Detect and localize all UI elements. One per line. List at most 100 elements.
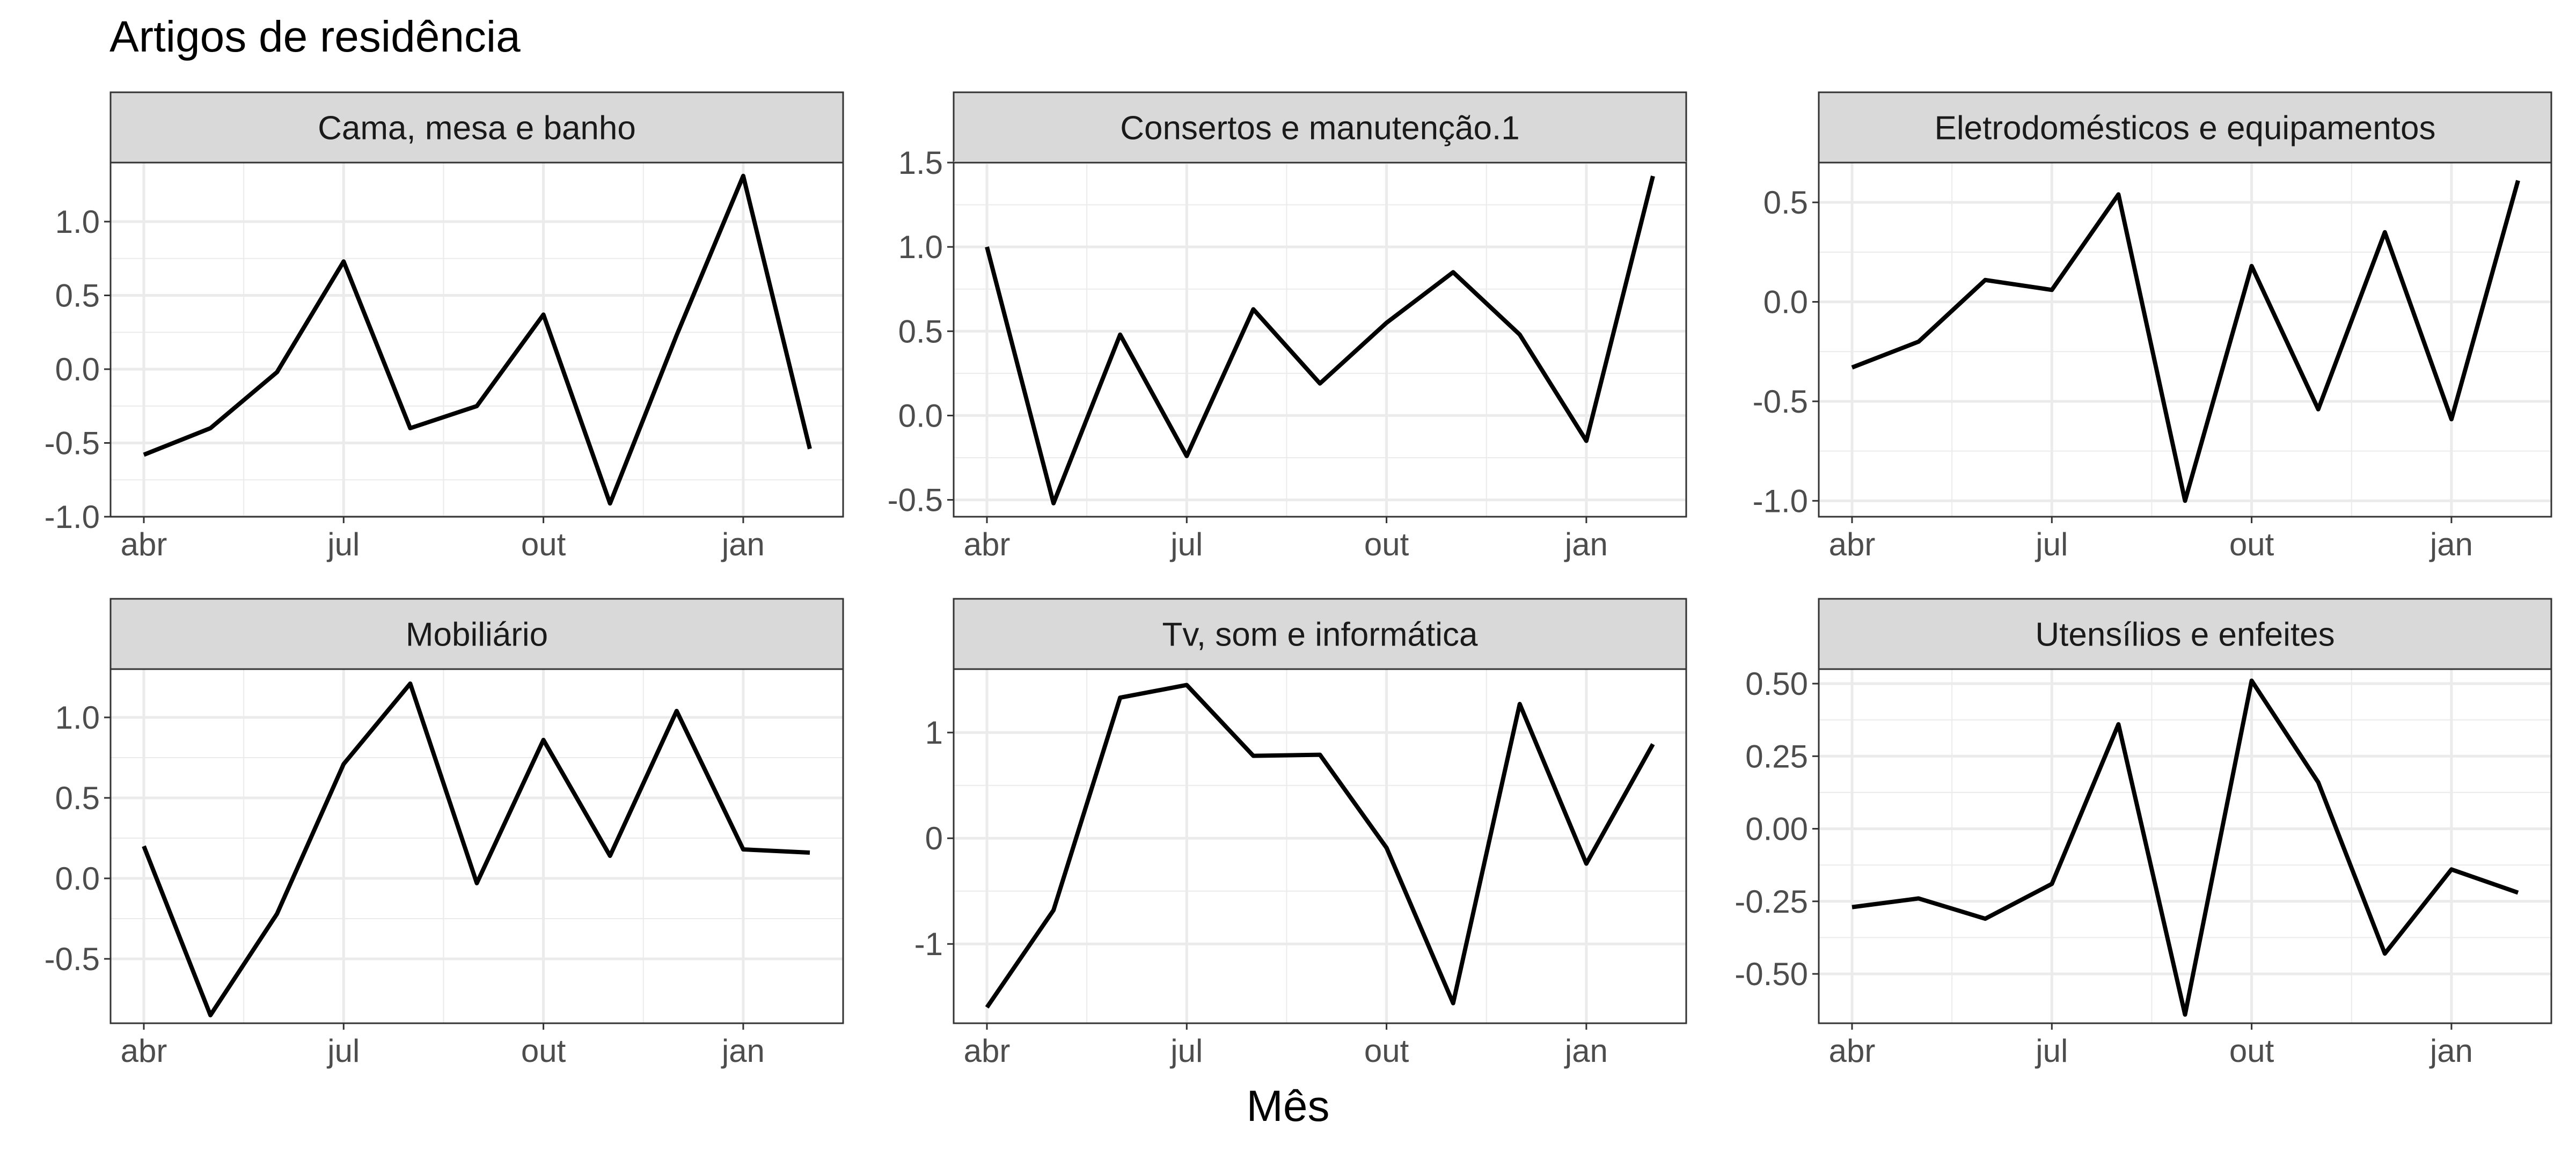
x-tick-label: jan [721,1033,765,1069]
facet-strip [109,91,844,164]
x-tick-label: out [521,1033,566,1069]
data-point [1983,916,1987,921]
data-point [741,174,745,178]
chart-title: Artigos de residência [109,12,521,61]
data-point [1651,742,1655,746]
x-tick-label: jul [2035,1033,2068,1069]
data-point [2383,951,2387,956]
facet-strip-label: Tv, som e informática [1162,617,1478,654]
facet-strip [953,91,1687,164]
data-point [1850,905,1854,909]
data-point [1983,278,1987,282]
y-tick-label: 0 [925,820,943,856]
data-point [2050,882,2054,886]
data-point [1451,1001,1455,1006]
x-tick-label: jul [326,526,360,562]
y-tick-label: 0.00 [1745,811,1808,847]
y-tick-label: -0.5 [1753,384,1808,420]
data-point [2183,1013,2187,1017]
data-point [2516,178,2520,182]
data-point [2116,722,2120,727]
x-tick-label: jul [2035,526,2068,562]
data-point [1385,321,1389,325]
y-tick-label: -0.50 [1735,956,1808,992]
x-tick-label: jan [2429,1033,2473,1069]
data-point [1251,754,1255,758]
x-tick-label: abr [1829,526,1876,562]
data-point [2449,417,2454,421]
y-tick-label: -0.5 [45,941,100,977]
panel-border [1818,668,2552,1024]
data-point [2250,264,2254,268]
y-tick-label: -1 [914,926,943,962]
x-tick-label: jan [1564,526,1608,562]
y-tick-label: 1.5 [898,145,943,181]
data-point [1518,333,1522,337]
x-tick-label: out [521,526,566,562]
y-tick-label: -1.0 [1753,483,1808,519]
panel-border [109,162,844,518]
x-tick-label: abr [121,526,167,562]
x-tick-label: abr [964,1033,1011,1069]
y-tick-label: 0.50 [1745,666,1808,702]
y-tick-label: 0.5 [55,278,100,314]
y-tick-label: 0.0 [1763,284,1808,320]
data-point [2316,407,2321,412]
data-point [675,333,679,338]
facet-strip [109,598,844,670]
y-tick-label: -0.25 [1735,884,1808,920]
data-point [808,850,812,855]
series-line [142,681,810,1017]
facet-strip-label: Consertos e manutenção.1 [1120,110,1519,147]
data-point [985,1005,989,1009]
y-tick-label: 1.0 [55,700,100,736]
data-point [408,426,412,430]
y-tick-label: 0.0 [55,861,100,897]
data-point [475,404,479,408]
data-point [142,453,146,457]
x-tick-label: jul [1169,526,1203,562]
data-point [408,681,412,686]
data-point [275,370,279,375]
data-point [1184,683,1189,687]
y-tick-label: 0.5 [898,313,943,349]
y-tick-label: 0.0 [898,398,943,434]
data-point [1251,307,1255,311]
y-tick-label: -0.5 [888,482,943,518]
x-tick-label: jan [2429,526,2473,562]
y-tick-label: -0.5 [45,426,100,461]
data-point [475,881,479,885]
data-point [1518,702,1522,706]
facet-strip [1818,598,2552,670]
x-tick-label: abr [1829,1033,1876,1069]
series-line [985,175,1655,505]
facet-strip-label: Cama, mesa e banho [318,110,636,147]
data-point [608,501,612,505]
x-tick-label: out [1364,526,1409,562]
facet-strip [1818,91,2552,164]
data-point [608,854,612,858]
facet-strip-label: Utensílios e enfeites [2035,617,2334,654]
x-tick-label: jul [326,1033,360,1069]
data-point [2250,679,2254,683]
series-line [143,173,812,506]
data-point [1385,846,1389,850]
data-point [2449,867,2454,871]
series-line [985,683,1655,1009]
x-tick-label: out [2229,526,2274,562]
data-point [2383,230,2387,234]
data-point [1184,454,1189,458]
y-tick-label: 1.0 [55,204,100,240]
data-point [808,447,812,451]
y-tick-label: -1.0 [45,499,100,535]
panel-border [953,162,1687,518]
y-tick-label: 0.0 [55,351,100,387]
data-point [208,1013,213,1017]
facet-strip-label: Mobiliário [406,617,548,654]
x-tick-label: jan [1564,1033,1608,1069]
data-point [541,312,546,317]
x-tick-label: abr [121,1033,167,1069]
y-tick-label: 1 [925,715,943,751]
data-point [2116,192,2120,196]
